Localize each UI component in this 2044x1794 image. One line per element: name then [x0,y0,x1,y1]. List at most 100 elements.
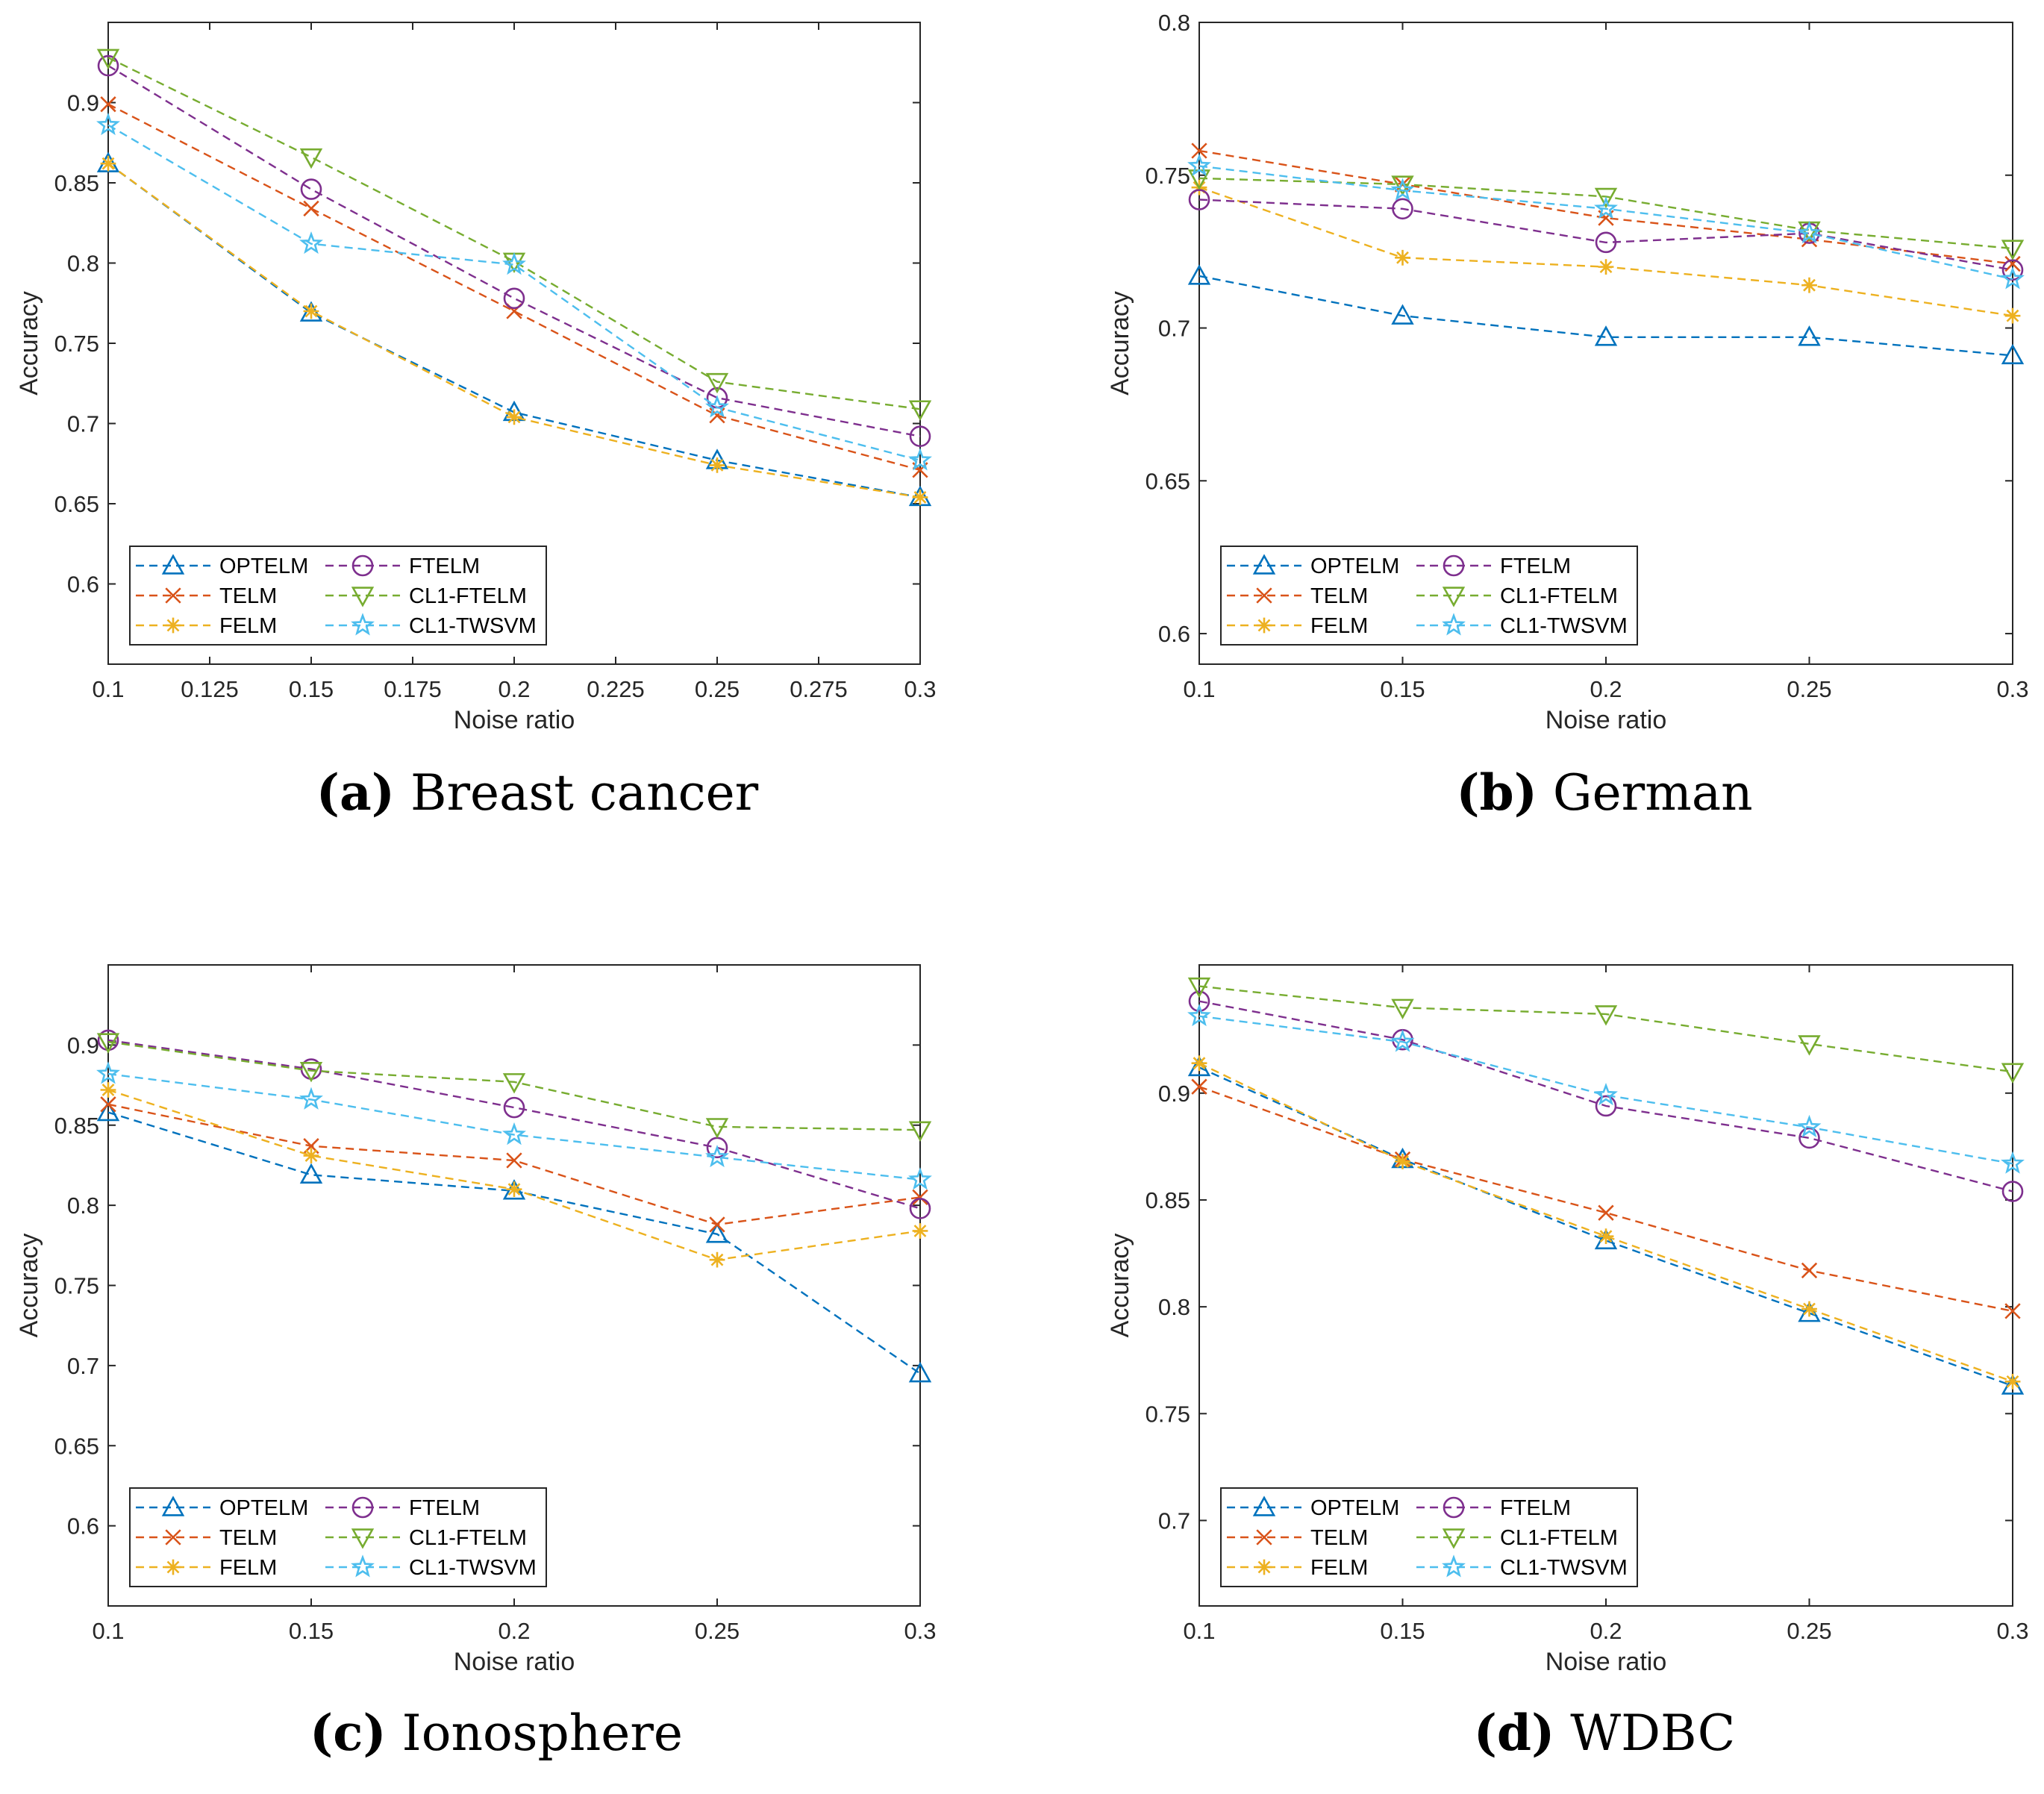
series-line-cl1-ftelm [1198,985,2013,1073]
data-point-felm [100,1082,116,1098]
series-cl1-twsvm [1187,153,2025,290]
data-point-felm [1191,1055,1207,1072]
data-point-ftelm [1392,198,1413,220]
y-tick-label: 0.65 [54,1433,99,1459]
x-tick-label: 0.3 [1996,676,2028,702]
legend-label: TELM [219,1526,277,1550]
legend-marker [1443,554,1465,577]
y-axis-label: Accuracy [15,291,43,396]
caption-text: Ionosphere [387,1704,683,1762]
chart-panel-breast-cancer: 0.1 0.125 0.15 0.175 0.2 0.225 0.25 0.275 0.3 0.6… [15,22,937,822]
series-line-ftelm [107,1039,921,1210]
data-point-ftelm [1188,990,1210,1012]
series-felm [100,155,928,505]
legend-entry-cl1-ftelm: CL1-FTELM [325,1526,527,1550]
caption-text: German [1537,764,1753,822]
y-tick-label: 0.75 [54,1273,99,1299]
legend-box [129,546,547,646]
legend: OPTELM TELM FELM FTELM CL1-FTELM CL1-TWSVM [1220,546,1638,646]
legend-marker [1443,1496,1465,1519]
legend-label: OPTELM [1310,554,1399,578]
y-tick-label: 0.8 [1158,10,1190,36]
legend-marker [1442,1528,1466,1549]
series-line-cl1-twsvm [107,1072,921,1181]
legend-box [129,1487,547,1587]
y-axis-label: Accuracy [15,1234,43,1338]
legend-label: TELM [1310,1526,1368,1550]
legend-label: OPTELM [1310,1496,1399,1520]
legend-label: FTELM [409,1496,480,1520]
data-point-felm [1598,259,1614,275]
y-tick-label: 0.8 [67,251,99,277]
legend-label: FELM [219,614,277,638]
data-point-telm [1598,1204,1614,1221]
y-tick-label: 0.6 [67,1513,99,1540]
y-tick-label: 0.9 [1158,1081,1190,1107]
series-felm [100,1082,928,1268]
series-line-cl1-ftelm [107,1040,921,1131]
data-point-telm [100,96,116,113]
y-tick-label: 0.75 [1146,163,1190,189]
data-point-telm [1191,143,1207,159]
data-point-ftelm [909,1198,931,1219]
series-line-ftelm [1198,199,2013,271]
data-point-ftelm [300,178,322,200]
legend-marker [161,554,185,575]
chart-panel-german: 0.1 0.15 0.2 0.25 0.3 0.6 0.65 0.7 0.75 0.8 Noise … [1106,10,2029,822]
x-tick-label: 0.3 [904,676,936,702]
y-tick-label: 0.7 [1158,1507,1190,1534]
y-tick-label: 0.7 [1158,316,1190,342]
legend-entry-telm: TELM [136,1526,277,1550]
x-tick-label: 0.15 [289,676,334,702]
legend-marker [351,613,375,636]
panel-caption: (b) German [1456,763,1752,822]
data-point-felm [2004,1373,2021,1390]
x-tick-label: 0.2 [498,676,530,702]
data-point-felm [1801,1301,1817,1317]
series-line-optelm [107,1111,921,1375]
data-point-cl1-ftelm [1594,187,1618,209]
x-tick-label: 0.125 [181,676,239,702]
legend-marker [165,587,181,604]
series-felm [1191,1055,2021,1390]
legend-entry-cl1-ftelm: CL1-FTELM [1416,584,1618,608]
series-line-ftelm [1198,1000,2013,1193]
data-point-optelm [2001,343,2025,365]
x-axis-label: Noise ratio [1545,706,1667,734]
y-axis-label: Accuracy [1106,291,1134,396]
data-point-telm [100,1096,116,1113]
data-point-felm [912,490,928,505]
legend-label: TELM [1310,584,1368,608]
legend-entry-ftelm: FTELM [1416,1496,1571,1520]
data-point-felm [1598,1228,1614,1245]
legend-label: FELM [1310,1556,1368,1580]
data-point-cl1-twsvm [1594,196,1618,219]
series-line-cl1-ftelm [107,57,921,410]
data-point-felm [1801,277,1817,293]
caption-text: Breast cancer [395,764,759,822]
x-tick-label: 0.15 [1380,1618,1425,1644]
y-tick-label: 0.75 [1146,1401,1190,1427]
legend-marker [165,617,181,634]
data-point-telm [2004,255,2021,272]
data-point-cl1-ftelm [299,148,323,169]
panel-caption: (d) WDBC [1474,1704,1736,1762]
chart-panel-ionosphere: 0.1 0.15 0.2 0.25 0.3 0.6 0.65 0.7 0.75 0.8 0.85 0.… [15,964,937,1762]
legend-marker [351,1496,374,1519]
data-point-telm [506,1152,522,1169]
legend-marker [1256,1559,1272,1575]
data-point-felm [303,1148,319,1163]
y-tick-label: 0.85 [54,1113,99,1139]
y-tick-label: 0.8 [1158,1294,1190,1320]
legend-marker [165,1529,181,1545]
legend-box [1220,1487,1638,1587]
data-point-cl1-ftelm [1391,998,1414,1019]
x-tick-label: 0.225 [587,676,645,702]
data-point-cl1-ftelm [299,1062,323,1083]
legend-entry-telm: TELM [1227,584,1368,608]
data-point-cl1-ftelm [2001,240,2025,260]
legend-marker [1252,1495,1276,1516]
data-point-optelm [705,1222,729,1243]
legend-marker [165,1559,181,1575]
y-tick-label: 0.85 [54,170,99,196]
